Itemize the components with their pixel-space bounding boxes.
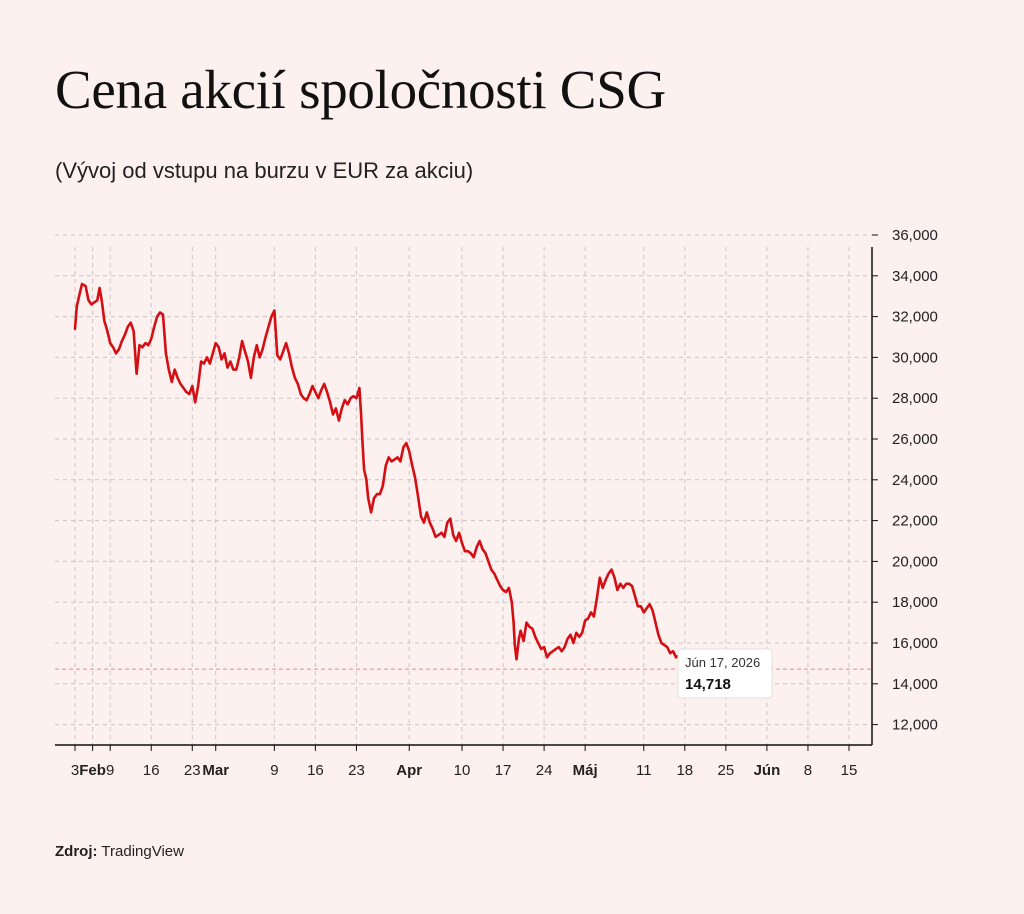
y-tick-label-0: 12,000 xyxy=(892,717,938,734)
price-tooltip: Jún 17, 2026 14,718 xyxy=(677,648,773,699)
x-tick-label-17: Jún xyxy=(754,762,781,779)
x-tick-label-18: 8 xyxy=(804,762,812,779)
source-label: Zdroj: xyxy=(55,843,98,860)
x-tick-label-0: 3 xyxy=(71,762,79,779)
x-tick-label-19: 15 xyxy=(841,762,858,779)
y-tick-label-3: 18,000 xyxy=(892,594,938,611)
x-tick-label-3: 16 xyxy=(143,762,160,779)
line-chart: 12,000 14,000 16,000 18,000 20,000 22,000 24,0… xyxy=(55,227,938,779)
y-tick-label-8: 28,000 xyxy=(892,390,938,407)
y-axis-ticks: 12,000 14,000 16,000 18,000 20,000 22,000 24,0… xyxy=(872,227,938,734)
x-tick-label-13: Máj xyxy=(573,762,598,779)
x-axis-ticks: 3 Feb 9 16 23 Mar 9 16 23 Apr 10 17 24 Máj 11 18 25 Jún 8 1… xyxy=(71,745,858,779)
source-text: TradingView xyxy=(101,843,184,860)
y-tick-label-4: 20,000 xyxy=(892,553,938,570)
x-tick-label-8: 23 xyxy=(348,762,365,779)
x-tick-label-6: 9 xyxy=(270,762,278,779)
x-tick-label-14: 11 xyxy=(636,762,652,779)
price-line xyxy=(73,282,739,688)
x-tick-label-10: 10 xyxy=(454,762,471,779)
x-tick-label-7: 16 xyxy=(307,762,324,779)
x-tick-label-16: 25 xyxy=(718,762,735,779)
y-tick-label-2: 16,000 xyxy=(892,635,938,652)
axes xyxy=(55,247,873,746)
tooltip-date: Jún 17, 2026 xyxy=(685,655,760,670)
x-tick-label-1: Feb xyxy=(79,762,106,779)
tooltip-box xyxy=(677,648,773,699)
source-note: Zdroj: TradingView xyxy=(55,843,184,860)
y-tick-label-9: 30,000 xyxy=(892,349,938,366)
x-tick-label-11: 17 xyxy=(495,762,512,779)
y-tick-label-12: 36,000 xyxy=(892,227,938,244)
x-tick-label-4: 23 xyxy=(184,762,201,779)
chart-title: Cena akcií spoločnosti CSG xyxy=(55,59,666,120)
y-tick-label-5: 22,000 xyxy=(892,513,938,530)
x-tick-label-9: Apr xyxy=(396,762,422,779)
y-tick-label-6: 24,000 xyxy=(892,472,938,489)
x-tick-label-12: 24 xyxy=(536,762,553,779)
x-tick-label-2: 9 xyxy=(106,762,114,779)
tooltip-value: 14,718 xyxy=(685,676,731,693)
y-tick-label-10: 32,000 xyxy=(892,309,938,326)
y-tick-label-1: 14,000 xyxy=(892,676,938,693)
grid-lines xyxy=(55,234,872,745)
y-tick-label-7: 26,000 xyxy=(892,431,938,448)
y-tick-label-11: 34,000 xyxy=(892,268,938,285)
x-tick-label-5: Mar xyxy=(202,762,229,779)
chart-subtitle: (Vývoj od vstupu na burzu v EUR za akciu… xyxy=(55,158,474,183)
x-tick-label-15: 18 xyxy=(676,762,693,779)
